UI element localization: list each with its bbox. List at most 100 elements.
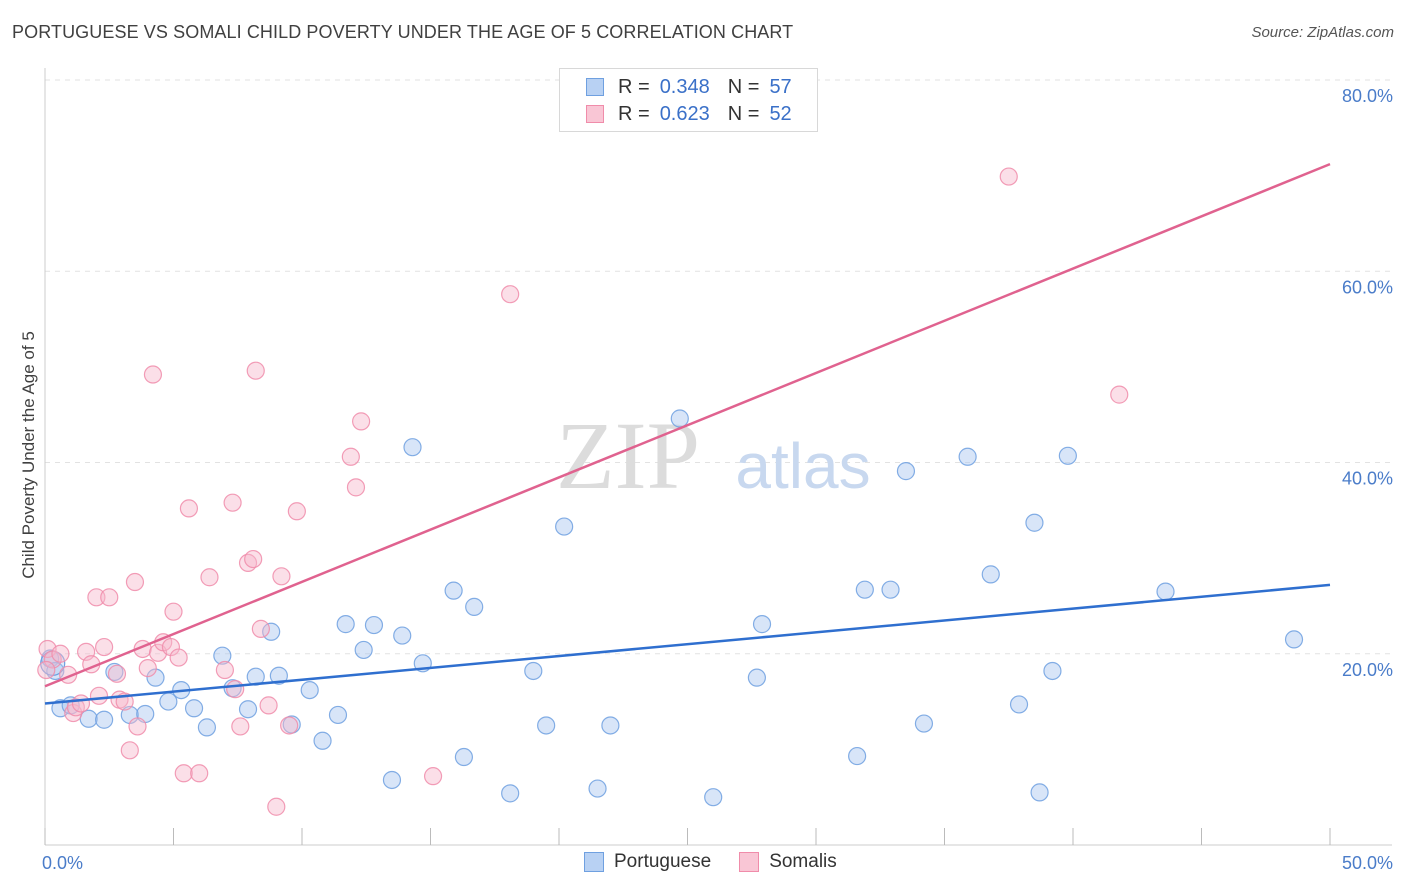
point-somalis <box>423 767 443 786</box>
legend-row-somalis: R = 0.623 N = 52 <box>586 102 792 126</box>
legend-r-label: R = <box>618 102 650 125</box>
point-somalis <box>223 493 242 512</box>
point-somalis <box>107 664 127 683</box>
legend-n-value: 57 <box>769 75 792 98</box>
grid-lines <box>45 79 1392 655</box>
point-portuguese <box>704 788 723 807</box>
point-somalis <box>143 365 163 384</box>
point-portuguese <box>454 747 474 767</box>
point-somalis <box>244 549 263 569</box>
point-somalis <box>352 412 371 431</box>
point-somalis <box>346 478 366 497</box>
point-portuguese <box>95 710 114 729</box>
trend-lines <box>44 162 1331 705</box>
legend-r-value: 0.348 <box>659 75 710 98</box>
point-somalis <box>128 717 147 736</box>
point-somalis <box>51 644 70 663</box>
point-somalis <box>138 658 157 678</box>
point-portuguese <box>328 705 348 725</box>
point-portuguese <box>444 581 463 600</box>
legend-r-label: R = <box>618 75 650 98</box>
legend-swatch-portuguese <box>586 78 604 96</box>
watermark-atlas: atlas <box>735 430 870 502</box>
point-somalis <box>501 285 520 304</box>
legend-swatch-somalis <box>586 105 604 123</box>
x-tick-label: 50.0% <box>1342 853 1393 873</box>
point-somalis <box>71 694 91 713</box>
point-portuguese <box>958 447 977 466</box>
point-somalis <box>267 797 286 816</box>
trend-line-somalis <box>44 162 1331 688</box>
point-portuguese <box>524 661 543 681</box>
bottom-legend: Portuguese Somalis <box>584 851 865 873</box>
point-somalis <box>179 499 199 518</box>
point-portuguese <box>300 680 319 700</box>
point-portuguese <box>313 731 332 750</box>
legend-r-value: 0.623 <box>659 102 710 125</box>
point-somalis <box>272 567 291 586</box>
point-somalis <box>200 568 219 587</box>
tick-labels: 20.0% 40.0% 60.0% 80.0% 0.0% 50.0% <box>42 86 1393 873</box>
point-somalis <box>169 648 188 667</box>
y-axis-label: Child Poverty Under the Age of 5 <box>19 331 38 579</box>
point-portuguese <box>213 646 232 665</box>
point-portuguese <box>1043 661 1062 681</box>
x-tick-label: 0.0% <box>42 853 83 873</box>
point-portuguese <box>555 517 574 536</box>
point-portuguese <box>269 666 288 685</box>
point-portuguese <box>896 462 916 481</box>
y-tick-label: 60.0% <box>1342 277 1393 297</box>
legend-item-somalis[interactable]: Somalis <box>739 851 837 873</box>
point-somalis <box>341 447 360 466</box>
point-portuguese <box>881 580 900 599</box>
point-somalis <box>120 741 139 760</box>
point-portuguese <box>601 716 620 735</box>
point-somalis <box>280 716 299 735</box>
point-somalis <box>125 572 145 592</box>
watermark-zip: ZIP <box>556 402 700 509</box>
point-portuguese <box>105 662 124 682</box>
point-somalis <box>259 696 278 715</box>
point-somalis <box>215 660 234 680</box>
point-somalis <box>251 619 270 638</box>
series-portuguese-points <box>40 409 1304 807</box>
point-portuguese <box>146 668 165 687</box>
point-portuguese <box>262 622 281 641</box>
legend-item-portuguese[interactable]: Portuguese <box>584 851 711 873</box>
point-somalis <box>89 686 109 705</box>
y-tick-label: 80.0% <box>1342 86 1393 106</box>
point-portuguese <box>1156 582 1175 601</box>
y-tick-label: 20.0% <box>1342 660 1393 680</box>
point-somalis <box>174 764 193 783</box>
point-portuguese <box>848 746 867 766</box>
point-somalis <box>1110 385 1129 404</box>
legend-label-portuguese: Portuguese <box>614 851 712 872</box>
legend-n-label: N = <box>727 102 760 125</box>
point-portuguese <box>1058 446 1077 465</box>
point-portuguese <box>537 716 556 735</box>
legend-n-label: N = <box>727 75 760 98</box>
point-somalis <box>999 167 1018 186</box>
point-portuguese <box>238 700 258 719</box>
source-label: Source: ZipAtlas.com <box>1251 24 1394 41</box>
point-portuguese <box>364 615 384 635</box>
point-somalis <box>87 588 106 607</box>
point-portuguese <box>1284 630 1304 649</box>
point-somalis <box>287 502 306 521</box>
point-somalis <box>226 680 245 699</box>
axes <box>44 68 1392 846</box>
point-portuguese <box>914 714 934 733</box>
point-portuguese <box>382 770 402 790</box>
point-somalis <box>231 717 250 736</box>
point-somalis <box>246 361 265 380</box>
watermark: ZIP atlas <box>556 402 871 509</box>
point-portuguese <box>1030 783 1049 802</box>
point-portuguese <box>1009 695 1029 714</box>
point-portuguese <box>465 597 484 616</box>
point-portuguese <box>354 640 373 660</box>
point-portuguese <box>393 626 412 645</box>
point-portuguese <box>1025 513 1044 532</box>
point-portuguese <box>184 699 204 718</box>
point-portuguese <box>747 668 766 687</box>
legend-n-value: 52 <box>769 102 792 125</box>
